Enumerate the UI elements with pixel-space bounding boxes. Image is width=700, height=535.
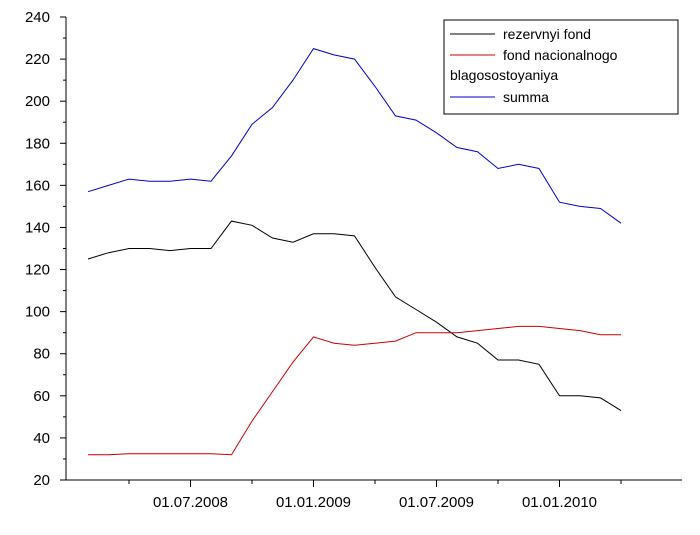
y-tick-label: 40 xyxy=(33,430,50,447)
y-tick-label: 200 xyxy=(25,93,50,110)
x-tick-label: 01.07.2009 xyxy=(399,494,474,511)
y-tick-label: 120 xyxy=(25,262,50,279)
series-line-summa xyxy=(87,48,622,224)
y-tick-label: 20 xyxy=(33,472,50,489)
legend-label-fond-nacionalnogo: fond nacionalnogo xyxy=(503,47,618,63)
legend-label-summa: summa xyxy=(503,89,549,105)
y-tick-label: 100 xyxy=(25,304,50,321)
x-tick-label: 01.01.2009 xyxy=(276,494,351,511)
series-lines xyxy=(87,48,622,456)
y-tick-label: 220 xyxy=(25,51,50,68)
legend: rezervnyi fond fond nacionalnogo blagoso… xyxy=(443,19,679,115)
y-tick-label: 180 xyxy=(25,135,50,152)
legend-label-rezervnyi-fond: rezervnyi fond xyxy=(503,26,591,42)
series-line-fond-nacionalnogo-blagosostoyaniya xyxy=(88,325,621,456)
y-tick-label: 80 xyxy=(33,346,50,363)
x-tick-label: 01.01.2010 xyxy=(522,494,597,511)
y-tick-label: 240 xyxy=(25,9,50,26)
axes: 20 40 60 80 100 120 140 160 180 200 220 240 01.07.20… xyxy=(25,9,682,511)
y-tick-label: 160 xyxy=(25,177,50,194)
x-tick-label: 01.07.2008 xyxy=(153,494,228,511)
legend-label-blagosostoyaniya: blagosostoyaniya xyxy=(450,67,558,83)
y-tick-label: 60 xyxy=(33,388,50,405)
legend-box xyxy=(443,19,679,115)
y-tick-label: 140 xyxy=(25,219,50,236)
series-line-rezervnyi-fond xyxy=(87,220,622,412)
